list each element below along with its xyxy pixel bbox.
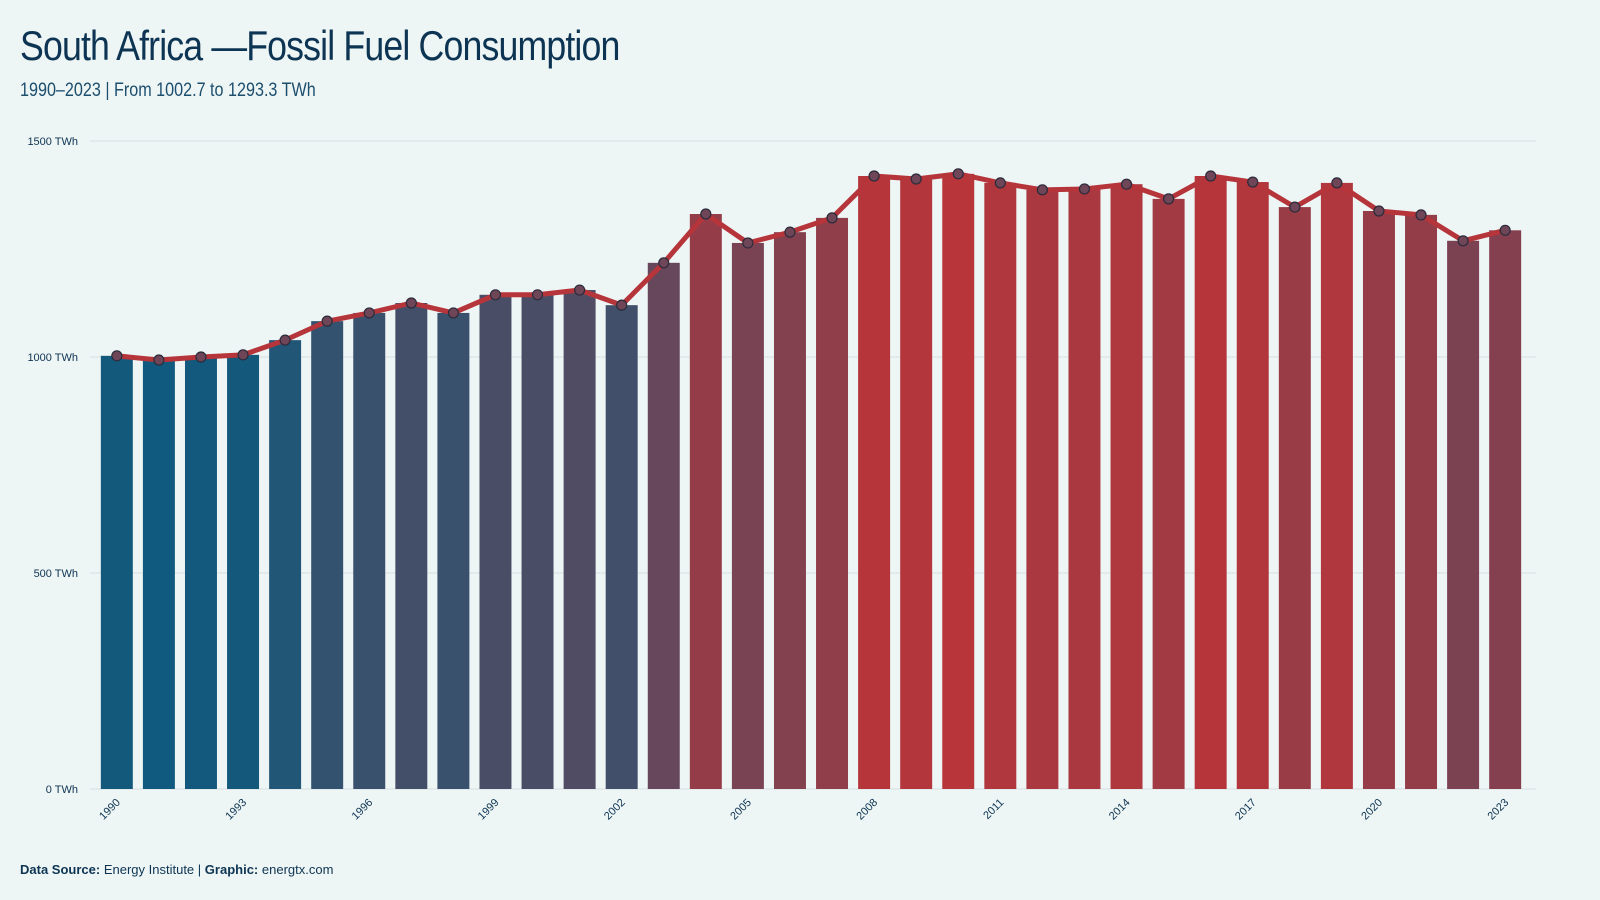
x-tick-label: 2017 (1233, 797, 1259, 823)
marker (574, 284, 586, 296)
bar (731, 242, 764, 789)
marker (910, 173, 922, 185)
bar (395, 303, 428, 789)
bar (1489, 230, 1522, 789)
bar (1320, 182, 1353, 790)
bar (1278, 207, 1311, 789)
line (116, 171, 1506, 363)
y-tick-label: 500 TWh (34, 568, 78, 580)
y-tick-label: 1000 TWh (27, 352, 78, 364)
bar (437, 312, 470, 789)
bar (227, 354, 260, 789)
bar (1236, 182, 1269, 790)
x-tick-label: 1993 (223, 797, 249, 823)
bar (773, 232, 806, 790)
x-tick-label: 2002 (602, 797, 628, 823)
marker (237, 349, 249, 361)
marker (700, 208, 712, 220)
marker (405, 297, 417, 309)
bar (100, 355, 133, 789)
marker (195, 351, 207, 363)
marker (1457, 235, 1469, 247)
bar (984, 182, 1017, 790)
footer: Data Source: Energy Institute | Graphic:… (20, 862, 333, 877)
graphic-label: Graphic: (204, 862, 259, 877)
bar (479, 294, 512, 789)
marker (1078, 183, 1091, 195)
marker (531, 289, 544, 301)
bar (353, 312, 386, 789)
marker (1163, 193, 1175, 205)
bar (1447, 240, 1480, 790)
x-tick-label: 1996 (350, 797, 376, 823)
marker (153, 354, 165, 366)
marker (1373, 205, 1385, 217)
bar (1026, 189, 1059, 790)
bar (1194, 175, 1227, 789)
marker (1205, 170, 1217, 182)
marker (742, 237, 754, 249)
bar (647, 262, 680, 790)
bar (184, 357, 217, 789)
source: Energy Institute (103, 862, 195, 877)
x-tick-label: 2005 (728, 797, 754, 823)
y-tick-label: 0 TWh (46, 784, 78, 796)
marker (826, 212, 838, 224)
bar (563, 290, 596, 789)
bar (689, 214, 722, 789)
marker (994, 177, 1006, 189)
bar (942, 173, 975, 789)
bar (521, 294, 554, 789)
bar (1405, 214, 1438, 789)
marker (1120, 178, 1133, 190)
marker (1499, 224, 1511, 236)
x-tick-label: 1990 (97, 797, 123, 823)
bar (605, 305, 638, 789)
marker (1289, 201, 1301, 213)
marker (868, 170, 880, 182)
x-tick-label: 2023 (1485, 797, 1511, 823)
separator: | (197, 862, 202, 877)
source-label: Data Source: (20, 862, 101, 877)
bar (858, 175, 891, 789)
x-tick-label: 2020 (1359, 797, 1385, 823)
chart-subtitle: 1990–2023 | From 1002.7 to 1293.3 TWh (20, 80, 316, 101)
marker (616, 299, 628, 311)
marker (1247, 176, 1259, 188)
bar (142, 360, 175, 789)
marker (952, 168, 964, 180)
bar (1110, 184, 1143, 789)
marker (447, 307, 459, 319)
bar (1362, 210, 1395, 789)
bar (1152, 198, 1185, 789)
marker (279, 334, 291, 346)
bar (311, 321, 344, 789)
bar (269, 340, 302, 789)
marker (1036, 184, 1048, 196)
graphic: energtx.com (261, 862, 334, 877)
x-tick-label: 2011 (981, 797, 1006, 822)
marker (1415, 209, 1427, 221)
marker (321, 315, 333, 327)
x-tick-label: 2008 (854, 797, 880, 823)
bar (816, 217, 849, 789)
y-tick-label: 1500 TWh (27, 136, 78, 148)
marker (784, 226, 796, 238)
marker (1331, 177, 1343, 189)
x-tick-label: 1999 (476, 797, 502, 823)
bar (1068, 188, 1101, 789)
marker (111, 350, 123, 362)
marker (658, 257, 670, 269)
marker (489, 289, 502, 301)
bar (900, 179, 933, 790)
marker (363, 307, 375, 319)
x-tick-label: 2014 (1107, 797, 1133, 823)
chart-title: South Africa —Fossil Fuel Consumption (20, 22, 620, 69)
